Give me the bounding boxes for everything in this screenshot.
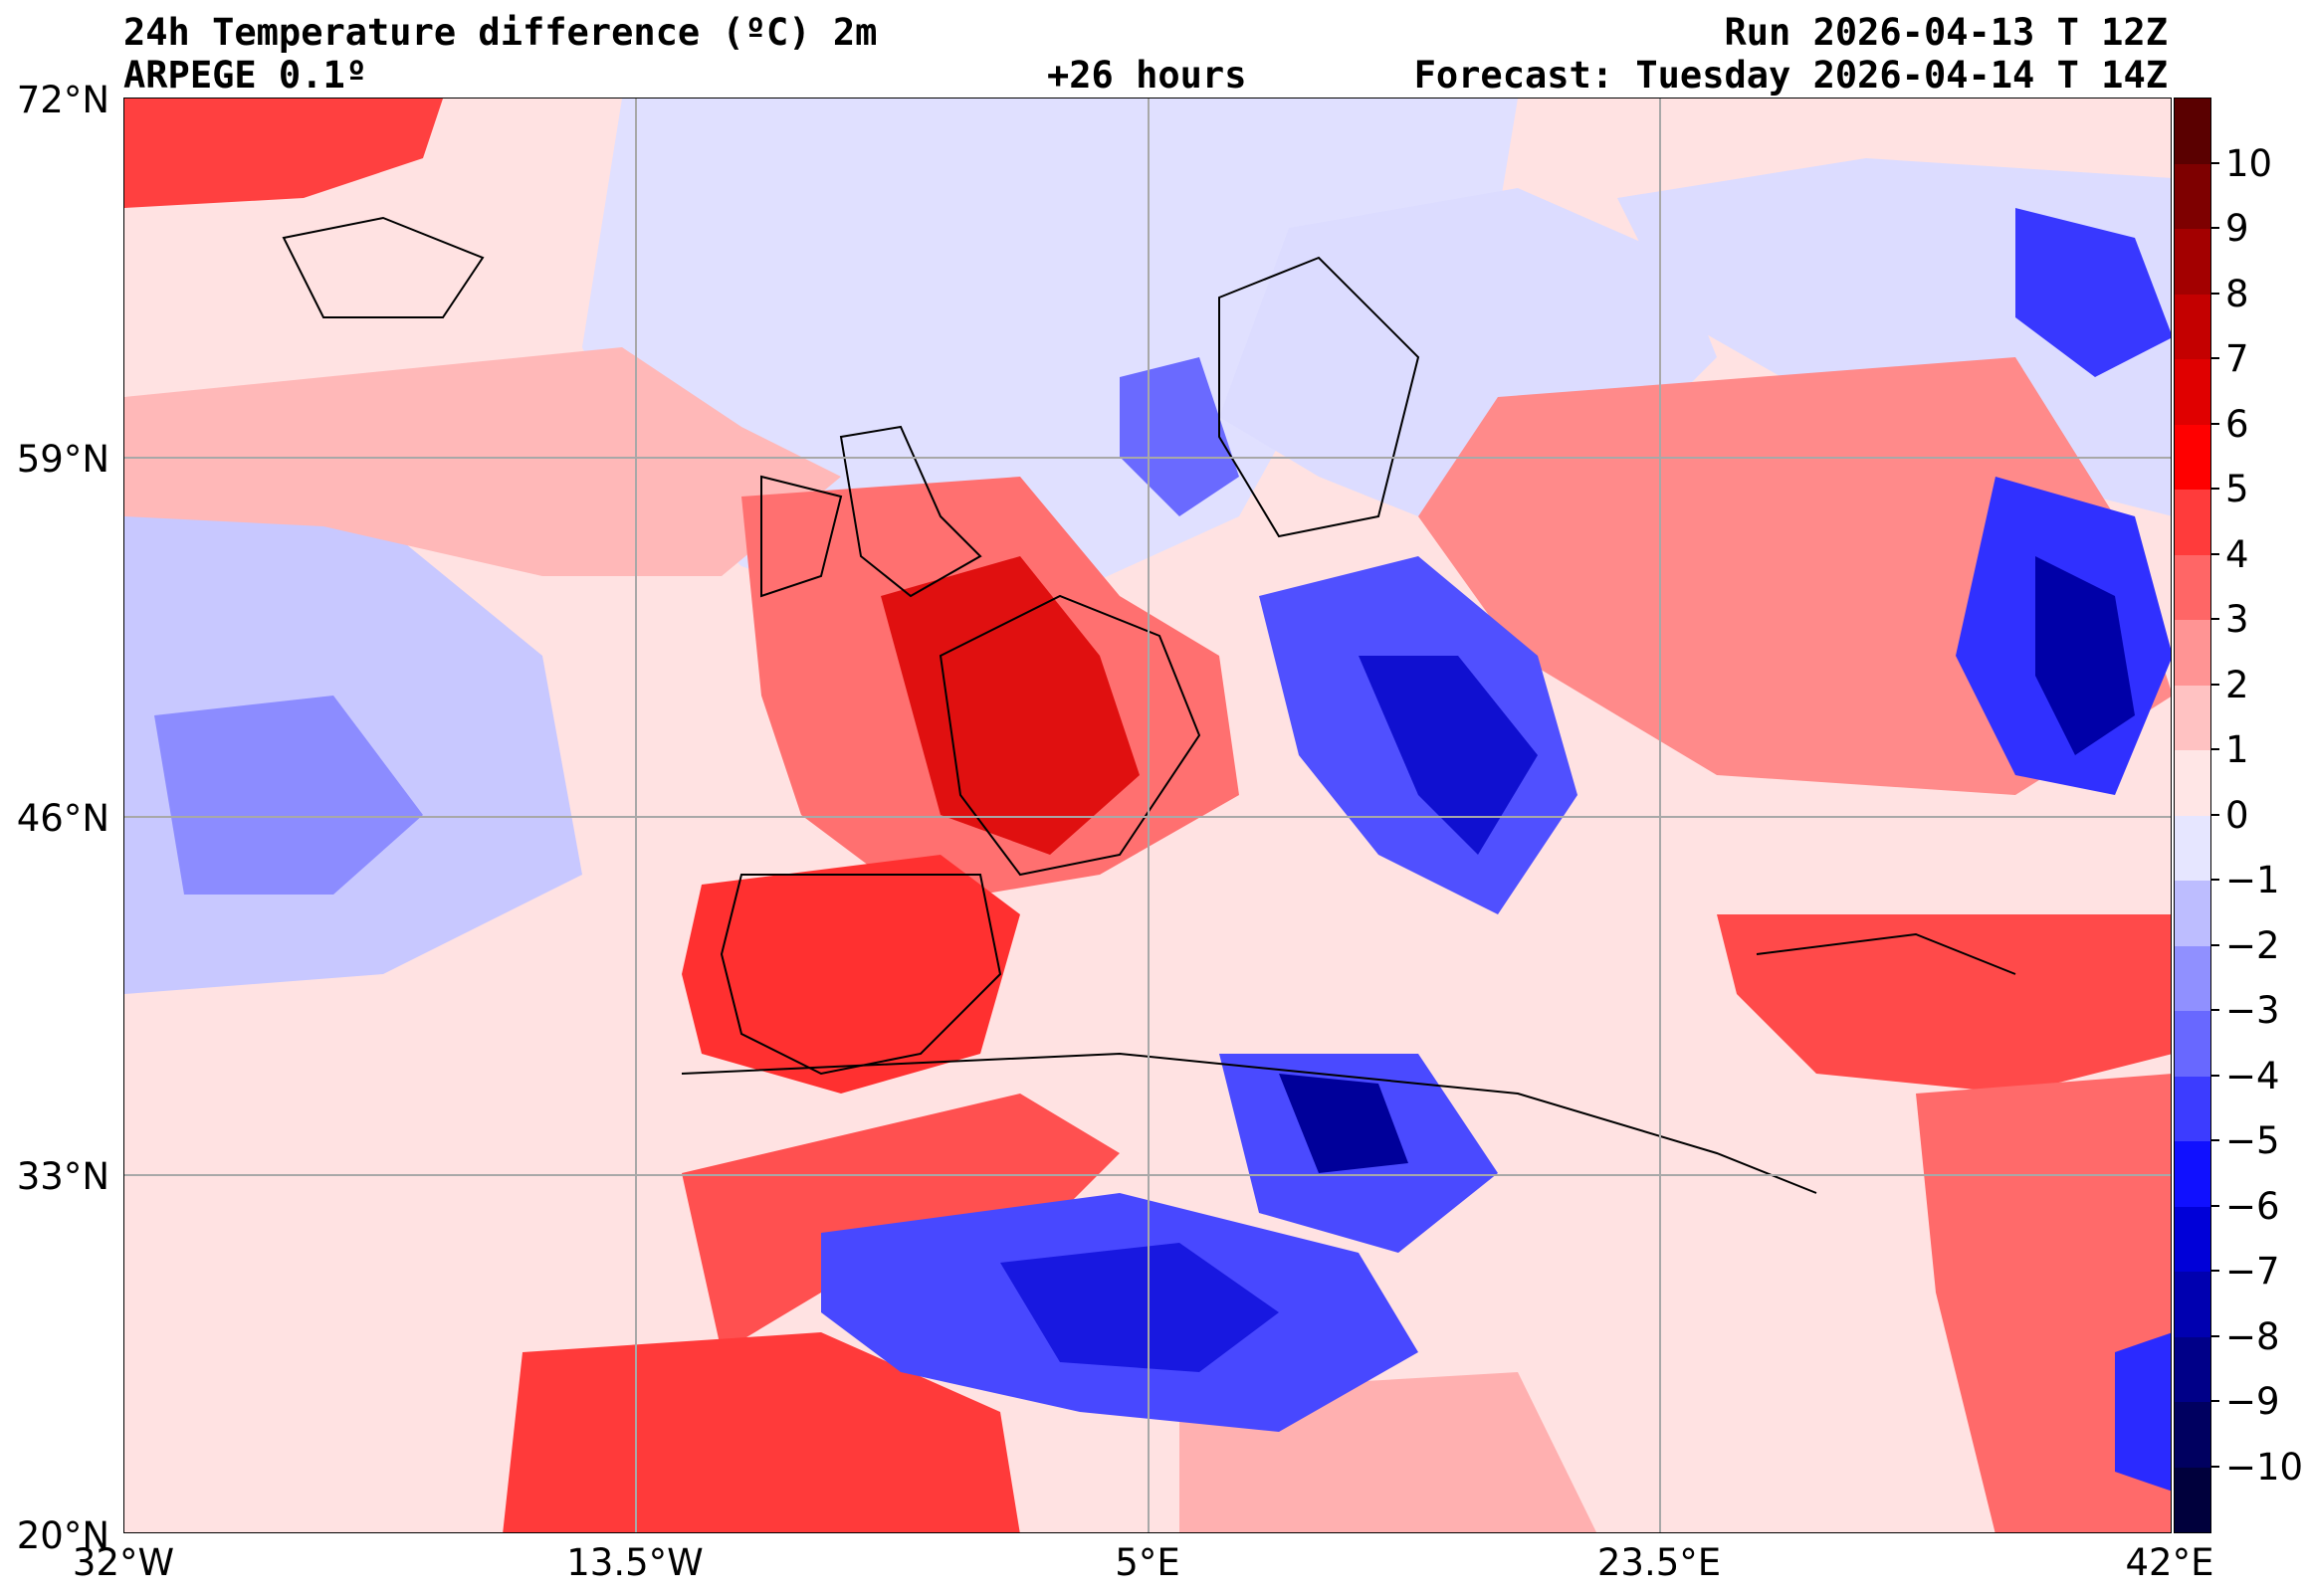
- colorbar-tick: [2211, 683, 2219, 686]
- colorbar-segment: [2175, 945, 2210, 1012]
- colorbar-tick: [2211, 1009, 2219, 1011]
- colorbar-tick: [2211, 1334, 2219, 1337]
- colorbar-tick-label: −4: [2225, 1054, 2280, 1097]
- colorbar-segment: [2175, 750, 2210, 816]
- colorbar-tick-label: 8: [2225, 272, 2249, 315]
- colorbar-segment: [2175, 163, 2210, 230]
- colorbar-segment: [2175, 359, 2210, 425]
- forecast-time: Forecast: Tuesday 2026-04-14 T 14Z: [1413, 54, 2168, 97]
- model-name: ARPEGE 0.1º: [123, 54, 368, 97]
- colorbar-tick: [2211, 1074, 2219, 1077]
- colorbar-tick-label: −5: [2225, 1119, 2280, 1162]
- colorbar-segment: [2175, 1206, 2210, 1273]
- colorbar-tick-label: −7: [2225, 1250, 2280, 1293]
- colorbar-tick: [2211, 618, 2219, 620]
- colorbar-tick: [2211, 552, 2219, 555]
- colorbar-segment: [2175, 554, 2210, 621]
- colorbar-segment: [2175, 620, 2210, 686]
- colorbar-segment: [2175, 1076, 2210, 1142]
- colorbar-tick-label: 10: [2225, 141, 2273, 185]
- colorbar-tick-label: −1: [2225, 859, 2280, 901]
- colorbar-tick: [2211, 1139, 2219, 1141]
- colorbar-tick-label: −6: [2225, 1184, 2280, 1228]
- colorbar-segment: [2175, 424, 2210, 491]
- colorbar-tick-label: 9: [2225, 207, 2249, 250]
- lon-label-13-5w: 13.5°W: [566, 1541, 704, 1584]
- colorbar-tick: [2211, 227, 2219, 229]
- colorbar-tick-label: 5: [2225, 468, 2249, 510]
- colorbar-segment: [2175, 1272, 2210, 1337]
- colorbar-segment: [2175, 99, 2210, 164]
- colorbar-tick-label: −3: [2225, 989, 2280, 1032]
- colorbar-tick-label: 6: [2225, 402, 2249, 446]
- colorbar-tick-label: 2: [2225, 663, 2249, 706]
- colorbar-segment: [2175, 490, 2210, 555]
- colorbar-tick: [2211, 1270, 2219, 1272]
- lon-label-5e: 5°E: [1115, 1541, 1180, 1584]
- temperature-map: [123, 98, 2172, 1533]
- lat-label-20n: 20°N: [16, 1514, 109, 1557]
- colorbar-tick-label: −10: [2225, 1445, 2304, 1489]
- colorbar: [2174, 98, 2211, 1533]
- lat-label-33n: 33°N: [16, 1155, 109, 1198]
- colorbar-tick: [2211, 357, 2219, 359]
- colorbar-segment: [2175, 1336, 2210, 1403]
- colorbar-tick-label: −8: [2225, 1314, 2280, 1358]
- colorbar-segment: [2175, 881, 2210, 946]
- colorbar-tick: [2211, 488, 2219, 490]
- colorbar-tick: [2211, 292, 2219, 295]
- colorbar-tick: [2211, 879, 2219, 881]
- colorbar-tick: [2211, 1400, 2219, 1402]
- colorbar-tick: [2211, 1204, 2219, 1207]
- colorbar-segment: [2175, 229, 2210, 295]
- colorbar-segment: [2175, 1467, 2210, 1532]
- colorbar-tick-label: −2: [2225, 923, 2280, 967]
- colorbar-tick: [2211, 943, 2219, 946]
- map-canvas: [124, 99, 2171, 1532]
- lead-time: +26 hours: [1047, 54, 1247, 97]
- colorbar-segment: [2175, 815, 2210, 882]
- colorbar-segment: [2175, 1141, 2210, 1207]
- colorbar-segment: [2175, 1011, 2210, 1077]
- lat-label-72n: 72°N: [16, 79, 109, 121]
- lon-label-32w: 32°W: [72, 1541, 175, 1584]
- colorbar-tick-label: 4: [2225, 532, 2249, 576]
- lat-label-59n: 59°N: [16, 438, 109, 481]
- lon-label-42e: 42°E: [2125, 1541, 2214, 1584]
- colorbar-tick-label: 1: [2225, 728, 2249, 771]
- colorbar-tick-label: 3: [2225, 598, 2249, 641]
- colorbar-segment: [2175, 294, 2210, 360]
- lon-label-23-5e: 23.5°E: [1596, 1541, 1722, 1584]
- map-title: 24h Temperature difference (ºC) 2m: [123, 11, 878, 54]
- colorbar-tick: [2211, 422, 2219, 425]
- colorbar-tick-label: 7: [2225, 337, 2249, 380]
- colorbar-segment: [2175, 1402, 2210, 1468]
- lat-label-46n: 46°N: [16, 797, 109, 840]
- colorbar-tick: [2211, 813, 2219, 816]
- colorbar-tick-label: 0: [2225, 793, 2249, 837]
- colorbar-tick: [2211, 161, 2219, 164]
- colorbar-segment: [2175, 685, 2210, 751]
- colorbar-tick-label: −9: [2225, 1380, 2280, 1423]
- colorbar-tick: [2211, 1465, 2219, 1468]
- run-time: Run 2026-04-13 T 12Z: [1724, 11, 2168, 54]
- colorbar-tick: [2211, 748, 2219, 750]
